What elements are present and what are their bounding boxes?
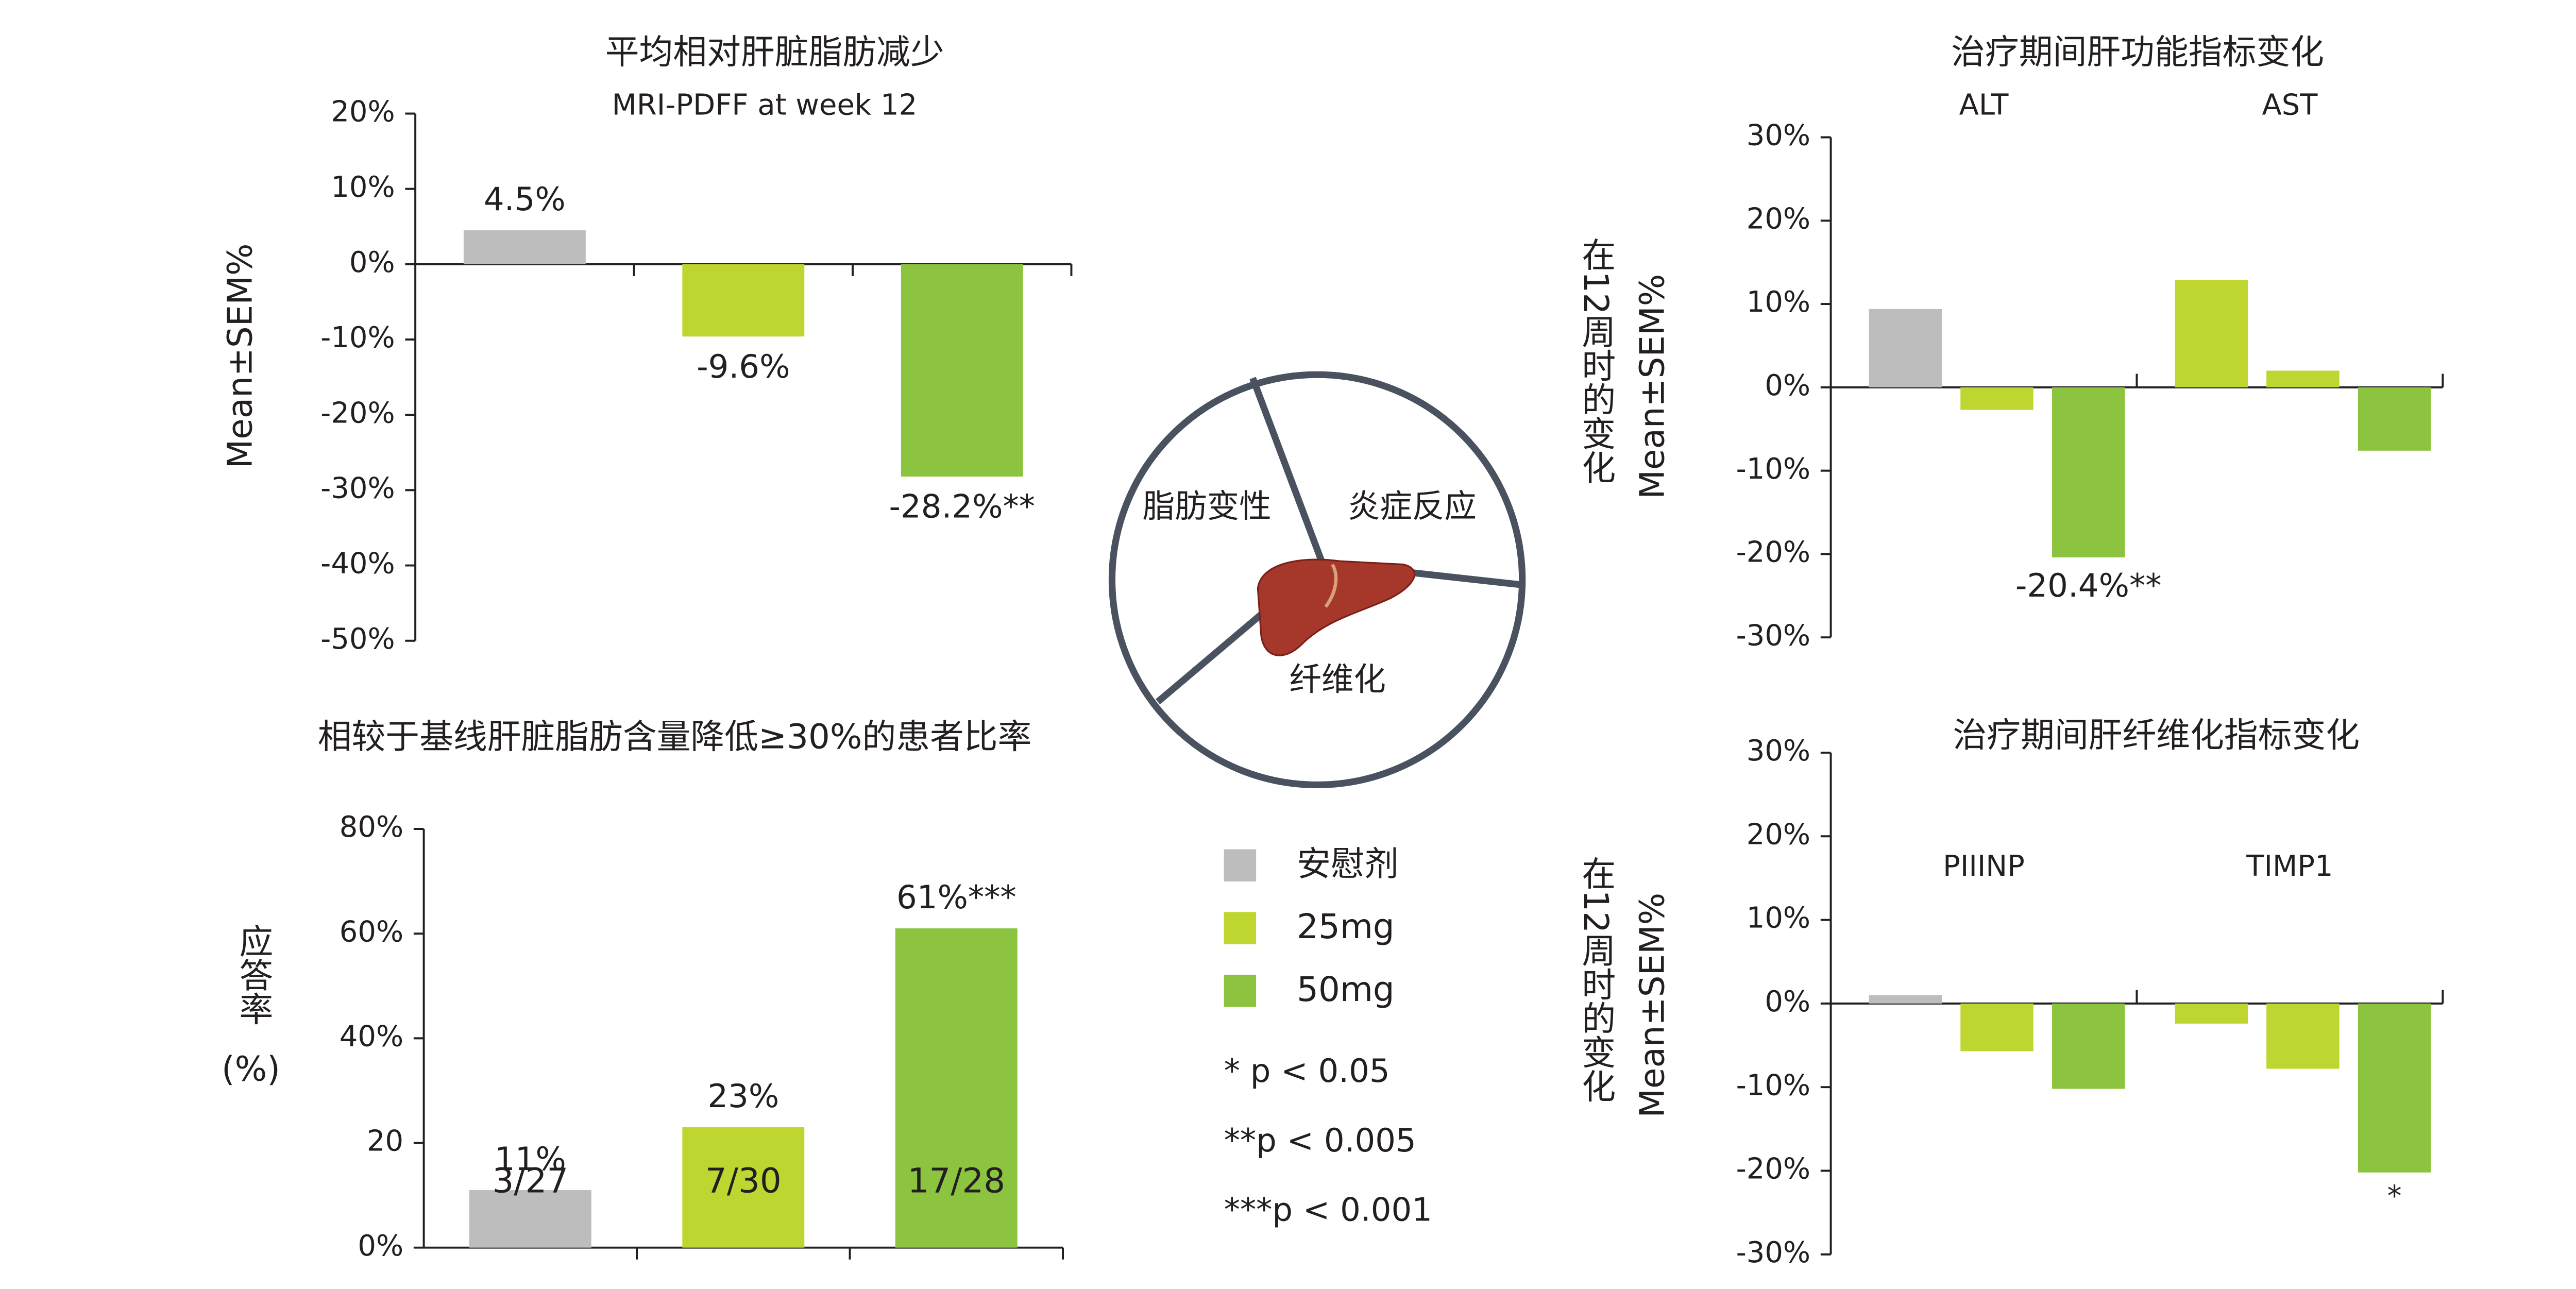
y-tick-label: -10% (1736, 452, 1810, 486)
bar (2358, 387, 2431, 451)
y-tick-label: -20% (1736, 536, 1810, 569)
y-tick-label: -20% (320, 396, 395, 430)
y-tick-label: -50% (320, 622, 395, 656)
note: **p < 0.005 (1224, 1122, 1416, 1159)
bar (1869, 309, 1942, 387)
y-tick-label: 20 (367, 1125, 403, 1158)
chart-title: 平均相对肝脏脂肪减少 (605, 32, 944, 72)
value-label: -28.2%** (889, 488, 1035, 525)
y-tick-label: 20% (1747, 818, 1810, 851)
category-label: AST (2262, 88, 2318, 122)
diagram: 脂肪变性 炎症反应 纤维化 (1108, 371, 1526, 789)
value-label: 4.5% (484, 180, 566, 218)
note: ***p < 0.001 (1224, 1191, 1432, 1229)
y-tick-label: -10% (1736, 1068, 1810, 1102)
legend: 安慰剂 25mg 50mg (1224, 844, 1398, 1009)
bar-label: 3/27 (492, 1161, 568, 1201)
value-label: 61%*** (896, 878, 1016, 916)
y-tick-label: -30% (1736, 1236, 1810, 1269)
bar (2266, 1003, 2340, 1069)
legend-label: 25mg (1297, 907, 1395, 946)
legend-swatch (1224, 912, 1257, 944)
y-tick-label: 40% (340, 1020, 403, 1053)
bar (682, 1127, 805, 1248)
y-tick-label: 30% (1747, 734, 1810, 768)
bar (895, 928, 1018, 1248)
bar (901, 264, 1023, 477)
bar (2052, 387, 2125, 557)
bar (2175, 280, 2248, 387)
bar (469, 1190, 591, 1248)
bar (1869, 995, 1942, 1004)
bar (2175, 1003, 2248, 1024)
y-tick-label: 20% (1747, 202, 1810, 235)
y-tick-label: 60% (340, 915, 403, 948)
bar-label: 17/28 (907, 1161, 1005, 1201)
y-tick-label: 80% (340, 810, 403, 844)
y-tick-label: 0% (358, 1229, 403, 1263)
y-tick-label: 0% (1765, 985, 1810, 1019)
diagram-label: 脂肪变性 (1143, 487, 1272, 525)
diagram-label: 炎症反应 (1348, 487, 1477, 525)
y-tick-label: 0% (1765, 369, 1810, 402)
y-tick-label: 10% (1747, 285, 1810, 319)
y-axis-label: 在12周时的变化 (1576, 238, 1616, 484)
y-axis-label: 应答率 (233, 924, 273, 1025)
legend-swatch (1224, 974, 1257, 1007)
y-tick-label: 20% (331, 95, 395, 129)
y-axis-label: Mean±SEM% (1632, 274, 1672, 499)
y-tick-label: -30% (1736, 619, 1810, 652)
category-label: ALT (1959, 88, 2009, 122)
liver-icon (1257, 558, 1415, 656)
y-tick-label: 10% (331, 171, 395, 204)
liver-detail (1324, 564, 1338, 608)
value-label: 11% (495, 1140, 566, 1178)
bar-label: 7/30 (705, 1161, 782, 1201)
note: * p < 0.05 (1224, 1052, 1390, 1090)
chart-subtitle: MRI-PDFF at week 12 (612, 88, 918, 122)
category-label: PIIINP (1943, 850, 2025, 883)
bar (463, 230, 586, 264)
y-tick-label: -30% (320, 472, 395, 505)
y-axis-label: Mean±SEM% (221, 243, 260, 468)
chart-title: 治疗期间肝纤维化指标变化 (1953, 715, 2360, 755)
chart-title: 治疗期间肝功能指标变化 (1951, 32, 2324, 72)
y-tick-label: -20% (1736, 1152, 1810, 1186)
value-label: -20.4%** (2015, 567, 2162, 604)
y-axis-label: (%) (222, 1049, 280, 1089)
category-label: TIMP1 (2246, 850, 2333, 883)
legend-swatch (1224, 849, 1257, 881)
bar (2358, 1003, 2431, 1173)
bar (2052, 1003, 2125, 1089)
y-tick-label: 30% (1747, 119, 1810, 152)
diagram-circle (1108, 371, 1526, 789)
legend-label: 安慰剂 (1297, 844, 1398, 884)
legend-label: 50mg (1297, 970, 1395, 1009)
y-axis-label: Mean±SEM% (1632, 893, 1672, 1118)
annotation: * (2387, 1179, 2402, 1213)
bar (1960, 387, 2033, 410)
y-tick-label: -40% (320, 547, 395, 581)
diagram-divider (1249, 377, 1326, 564)
chart-title: 相较于基线肝脏脂肪含量降低≥30%的患者比率 (318, 717, 1032, 757)
value-label: -9.6% (697, 348, 790, 385)
y-tick-label: -10% (320, 321, 395, 354)
bar (682, 264, 805, 337)
value-label: 23% (707, 1077, 779, 1115)
y-axis-label: 在12周时的变化 (1576, 856, 1616, 1103)
diagram-label: 纤维化 (1289, 660, 1386, 698)
bar (1960, 1003, 2033, 1051)
y-tick-label: 0% (349, 246, 395, 279)
y-tick-label: 10% (1747, 902, 1810, 935)
bar (2266, 370, 2340, 387)
